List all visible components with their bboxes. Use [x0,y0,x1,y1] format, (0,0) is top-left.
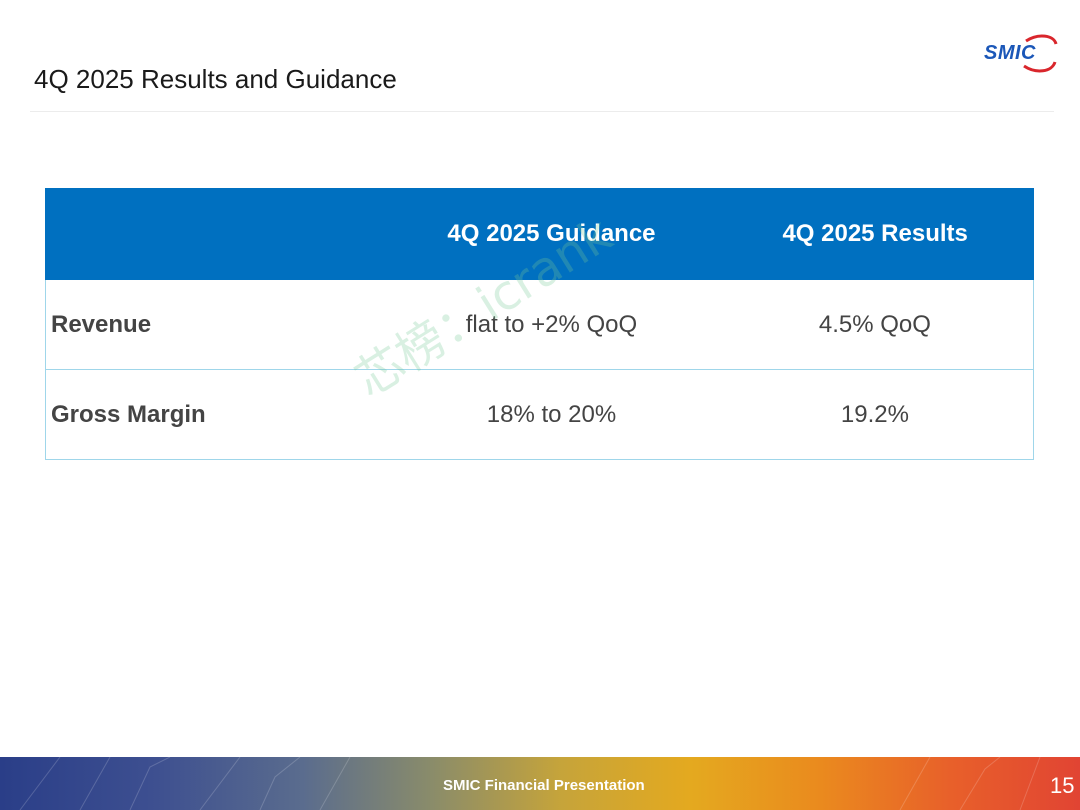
header-results: 4Q 2025 Results [716,188,1034,280]
footer-circuit-pattern [19,757,1041,810]
table-header-row: 4Q 2025 Guidance 4Q 2025 Results [45,188,1034,280]
smic-logo: SMIC [978,32,1062,76]
title-divider [30,111,1054,112]
results-guidance-table: 4Q 2025 Guidance 4Q 2025 Results Revenue… [45,188,1034,460]
footer-text: SMIC Financial Presentation [443,777,645,794]
table-row: Gross Margin 18% to 20% 19.2% [45,369,1034,460]
page-number: 15 [1050,773,1075,798]
revenue-guidance-value: flat to +2% QoQ [386,279,717,370]
gross-margin-guidance-value: 18% to 20% [386,369,717,460]
revenue-results-value: 4.5% QoQ [716,279,1034,370]
logo-swoosh-graphic [1023,34,1058,73]
logo-text: SMIC [984,42,1036,64]
slide-title: 4Q 2025 Results and Guidance [34,64,397,94]
row-label-revenue: Revenue [45,279,387,370]
header-guidance: 4Q 2025 Guidance [385,188,718,280]
footer-bar: SMIC Financial Presentation 15 [0,757,1080,810]
table-row: Revenue flat to +2% QoQ 4.5% QoQ [45,279,1034,370]
row-label-gross-margin: Gross Margin [45,369,387,460]
header-empty-cell [45,188,387,280]
gross-margin-results-value: 19.2% [716,369,1034,460]
